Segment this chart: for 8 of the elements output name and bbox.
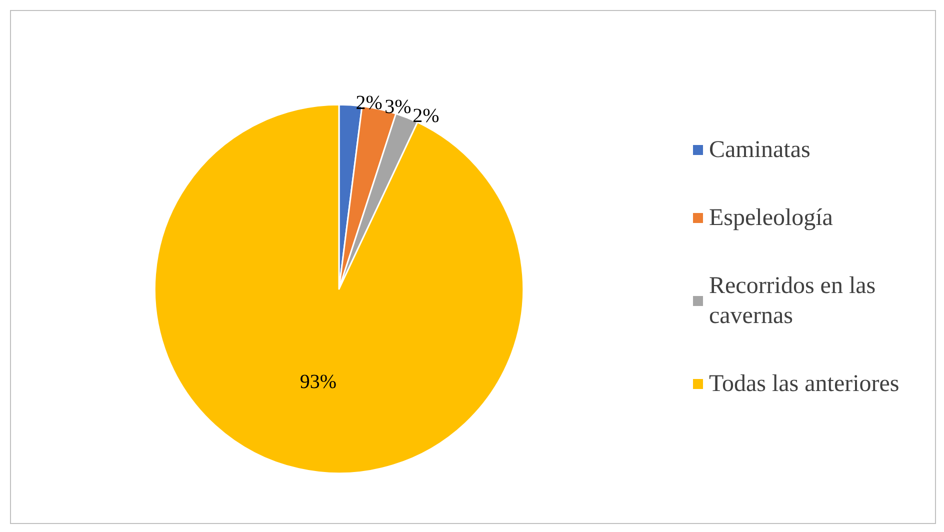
legend-label: Todas las anteriores	[709, 371, 900, 397]
data-label: 2%	[412, 104, 440, 127]
legend-label: Caminatas	[709, 137, 810, 163]
data-label: 93%	[300, 370, 337, 393]
legend-label: Recorridos en las cavernas	[709, 273, 882, 329]
legend-label: Espeleología	[709, 205, 834, 231]
data-label: 2%	[356, 92, 382, 114]
data-label: 3%	[384, 96, 412, 118]
